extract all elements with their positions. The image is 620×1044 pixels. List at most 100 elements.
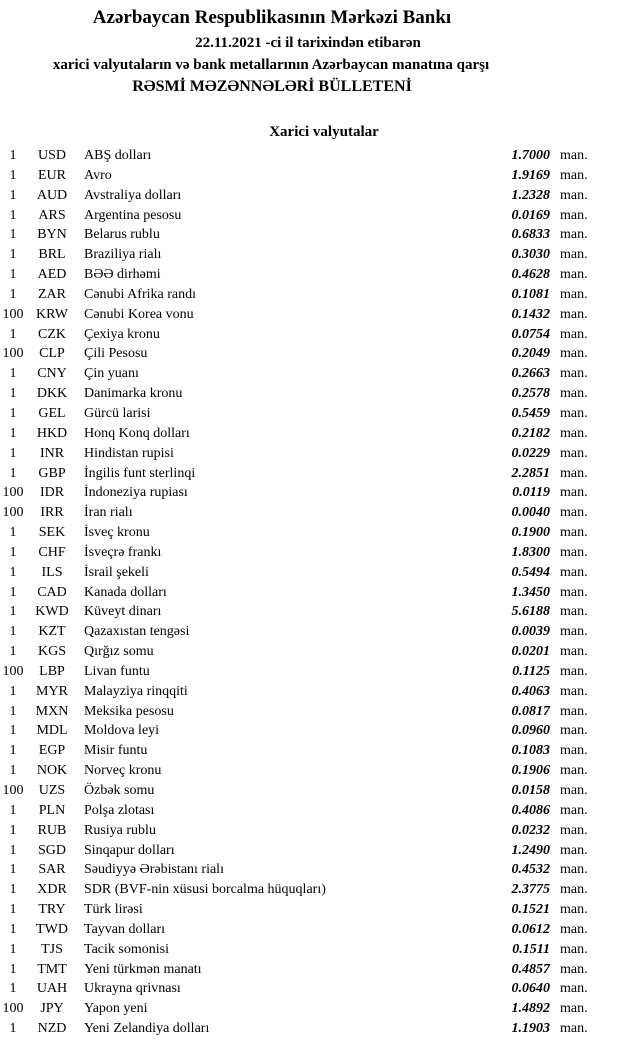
rate-row: 1 AUD Avstraliya dolları 1.2328 man. xyxy=(0,186,620,206)
rate-row: 1 BRL Braziliya rialı 0.3030 man. xyxy=(0,245,620,265)
currency-code: AED xyxy=(37,267,67,283)
rate-row: 1 SEK İsveç kronu 0.1900 man. xyxy=(0,523,620,543)
currency-code: NZD xyxy=(37,1021,67,1037)
currency-name: Livan funtu xyxy=(84,663,150,679)
currency-quantity: 1 xyxy=(9,425,17,441)
rate-row: 1 MXN Meksika pesosu 0.0817 man. xyxy=(0,702,620,722)
rate-row: 1 SGD Sinqapur dolları 1.2490 man. xyxy=(0,841,620,861)
rate-value: 0.5494 xyxy=(511,564,551,580)
rate-unit-label: man. xyxy=(560,148,588,163)
currency-quantity: 1 xyxy=(9,286,17,302)
currency-quantity: 1 xyxy=(9,961,17,977)
rate-row: 1 HKD Honq Konq dolları 0.2182 man. xyxy=(0,424,620,444)
bank-name-title: Azərbaycan Respublikasının Mərkəzi Bankı xyxy=(92,7,452,28)
rate-unit-label: man. xyxy=(560,902,588,918)
rate-value: 0.0612 xyxy=(511,921,551,937)
rate-value: 0.4532 xyxy=(511,862,551,878)
currency-code: CHF xyxy=(38,544,66,560)
rate-row: 1 RUB Rusiya rublu 0.0232 man. xyxy=(0,821,620,841)
rate-unit-label: man. xyxy=(560,187,588,203)
currency-code: RUB xyxy=(37,822,67,838)
rate-value: 0.0229 xyxy=(511,445,551,461)
rate-value: 0.0039 xyxy=(511,624,551,640)
rate-row: 100 LBP Livan funtu 0.1125 man. xyxy=(0,662,620,682)
currency-quantity: 1 xyxy=(9,604,17,620)
currency-name: Polşa zlotası xyxy=(84,802,155,818)
rate-value: 0.1900 xyxy=(511,525,551,541)
rate-row: 1 CAD Kanada dolları 1.3450 man. xyxy=(0,583,620,603)
currency-name: Tacik somonisi xyxy=(84,941,169,957)
currency-quantity: 1 xyxy=(9,743,17,759)
currency-quantity: 1 xyxy=(9,902,17,918)
currency-code: CZK xyxy=(38,326,66,342)
rate-row: 1 TMT Yeni türkmən manatı 0.4857 man. xyxy=(0,960,620,980)
currency-code: LBP xyxy=(39,663,65,679)
currency-quantity: 1 xyxy=(9,683,17,699)
currency-code: CLP xyxy=(39,346,65,362)
currency-name: Argentina pesosu xyxy=(84,207,182,223)
currency-code: SAR xyxy=(38,862,66,878)
currency-name: Yeni türkmən manatı xyxy=(84,961,202,977)
rate-unit-label: man. xyxy=(560,1001,588,1017)
currency-code: USD xyxy=(37,148,66,163)
currency-code: GBP xyxy=(38,465,66,481)
currency-quantity: 1 xyxy=(9,941,17,957)
currency-name: Cənubi Afrika randı xyxy=(84,286,196,302)
currency-code: CNY xyxy=(37,366,67,382)
currency-code: INR xyxy=(39,445,65,461)
currency-code: SEK xyxy=(38,525,66,541)
currency-code: XDR xyxy=(37,882,67,898)
rate-row: 1 UAH Ukrayna qrivnası 0.0640 man. xyxy=(0,979,620,999)
currency-code: TWD xyxy=(36,921,68,937)
rate-value: 1.9169 xyxy=(511,167,551,183)
currency-code: TRY xyxy=(38,902,66,918)
currency-name: Çin yuanı xyxy=(84,366,139,382)
currency-code: NOK xyxy=(36,763,68,779)
rate-value: 0.2578 xyxy=(511,386,551,402)
rate-row: 1 CHF İsveçrə frankı 1.8300 man. xyxy=(0,543,620,563)
currency-code: GEL xyxy=(38,405,66,421)
currency-name: Qırğız somu xyxy=(84,644,154,660)
currency-code: KWD xyxy=(35,604,69,620)
rate-value: 0.0754 xyxy=(511,326,551,342)
currency-code: MXN xyxy=(35,703,69,719)
currency-code: EUR xyxy=(38,167,66,183)
currency-quantity: 1 xyxy=(9,525,17,541)
rate-row: 1 TRY Türk lirəsi 0.1521 man. xyxy=(0,900,620,920)
rate-row: 1 PLN Polşa zlotası 0.4086 man. xyxy=(0,801,620,821)
currency-name: Küveyt dinarı xyxy=(84,604,162,620)
rate-value: 1.2490 xyxy=(511,842,551,858)
currency-name: Danimarka kronu xyxy=(84,386,183,402)
rate-unit-label: man. xyxy=(560,505,588,521)
rate-row: 1 SAR Səudiyyə Ərəbistanı rialı 0.4532 m… xyxy=(0,860,620,880)
rate-unit-label: man. xyxy=(560,842,588,858)
rate-unit-label: man. xyxy=(560,306,588,322)
currency-code: DKK xyxy=(36,386,68,402)
rate-row: 100 IDR İndoneziya rupiası 0.0119 man. xyxy=(0,483,620,503)
currency-quantity: 1 xyxy=(9,187,17,203)
rate-unit-label: man. xyxy=(560,604,588,620)
rate-row: 1 BYN Belarus rublu 0.6833 man. xyxy=(0,225,620,245)
currency-code: PLN xyxy=(38,802,66,818)
currency-name: Braziliya rialı xyxy=(84,247,162,263)
rate-value: 0.0169 xyxy=(511,207,551,223)
rate-unit-label: man. xyxy=(560,247,588,263)
currency-name: Belarus rublu xyxy=(84,227,160,243)
rate-value: 0.0201 xyxy=(511,644,551,660)
currency-quantity: 1 xyxy=(9,703,17,719)
currency-code: KGS xyxy=(37,644,66,660)
rate-value: 0.0040 xyxy=(511,505,551,521)
rate-value: 0.3030 xyxy=(511,247,551,263)
rate-unit-label: man. xyxy=(560,723,588,739)
currency-name: İsrail şekeli xyxy=(84,564,149,580)
rate-unit-label: man. xyxy=(560,743,588,759)
rate-row: 1 CNY Çin yuanı 0.2663 man. xyxy=(0,364,620,384)
rate-row: 1 KWD Küveyt dinarı 5.6188 man. xyxy=(0,602,620,622)
rate-row: 1 ILS İsrail şekeli 0.5494 man. xyxy=(0,563,620,583)
currency-code: CAD xyxy=(37,584,67,600)
currency-code: UAH xyxy=(36,981,68,997)
rate-unit-label: man. xyxy=(560,286,588,302)
currency-quantity: 1 xyxy=(9,227,17,243)
currency-quantity: 1 xyxy=(9,405,17,421)
rate-row: 1 ZAR Cənubi Afrika randı 0.1081 man. xyxy=(0,285,620,305)
